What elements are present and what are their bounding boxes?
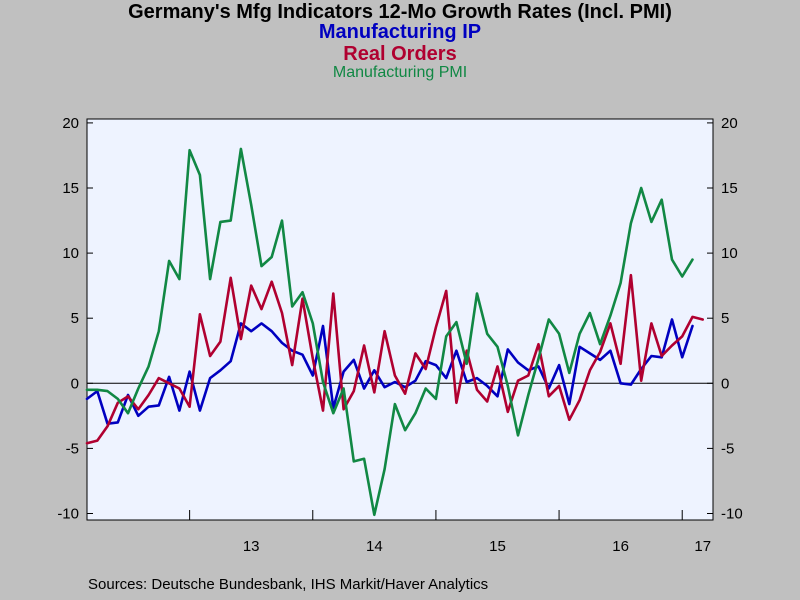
y-tick-label-left: -5	[66, 440, 79, 457]
series-lines	[85, 147, 705, 517]
y-tick-label-left: 15	[62, 180, 79, 197]
series-line-manufacturing-ip	[85, 318, 694, 426]
series-line-manufacturing-pmi	[85, 147, 694, 517]
y-tick-label-left: 10	[62, 245, 79, 262]
legend-title-manufacturing-ip: Manufacturing IP	[318, 21, 482, 43]
x-tick-label: 17	[694, 538, 711, 555]
legend-title-manufacturing-pmi: Manufacturing PMI	[332, 64, 468, 81]
plot-area	[86, 118, 714, 521]
legend-title-real-orders: Real Orders	[343, 43, 457, 65]
x-tick-label: 16	[612, 538, 629, 555]
y-tick-label-right: -5	[721, 440, 734, 457]
x-tick-label: 15	[489, 538, 506, 555]
y-tick-label-left: -10	[57, 505, 79, 522]
source-note: Sources: Deutsche Bundesbank, IHS Markit…	[88, 576, 489, 593]
y-tick-label-left: 0	[71, 375, 79, 392]
y-tick-label-right: 20	[721, 115, 738, 132]
y-tick-label-right: 0	[721, 375, 729, 392]
y-tick-label-left: 20	[62, 115, 79, 132]
chart-title: Germany's Mfg Indicators 12-Mo Growth Ra…	[128, 1, 672, 23]
y-tick-label-right: 10	[721, 245, 738, 262]
y-tick-label-left: 5	[71, 310, 79, 327]
x-tick-label: 13	[243, 538, 260, 555]
series-line-real-orders	[85, 273, 705, 445]
y-tick-label-right: 15	[721, 180, 738, 197]
y-tick-label-right: -10	[721, 505, 743, 522]
y-tick-label-right: 5	[721, 310, 729, 327]
x-tick-label: 14	[366, 538, 383, 555]
